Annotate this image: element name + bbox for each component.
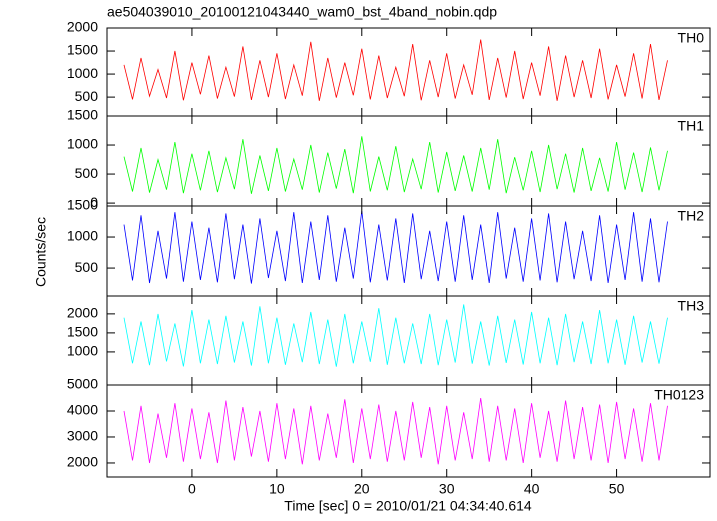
y-tick-label: 500 xyxy=(75,88,99,104)
x-tick-label: 40 xyxy=(524,481,540,497)
panel-label: TH2 xyxy=(678,208,705,224)
y-tick-label: 1500 xyxy=(67,197,98,213)
y-tick-label: 1000 xyxy=(67,228,98,244)
panel-frame xyxy=(106,295,711,386)
y-tick-label: 5000 xyxy=(67,376,98,392)
x-axis-label: Time [sec] 0 = 2010/01/21 04:34:40.614 xyxy=(284,498,532,514)
y-tick-label: 2000 xyxy=(67,454,98,470)
y-tick-label: 0 xyxy=(90,194,98,210)
panel-label: TH1 xyxy=(678,118,705,134)
y-tick-label: 1000 xyxy=(67,65,98,81)
series-line xyxy=(123,397,668,465)
series-line xyxy=(123,210,668,284)
panel-label: TH0 xyxy=(678,30,705,46)
y-tick-label: 3000 xyxy=(67,428,98,444)
y-tick-label: 500 xyxy=(75,165,99,181)
chart-title: ae504039010_20100121043440_wam0_bst_4ban… xyxy=(107,4,497,20)
x-tick-label: 50 xyxy=(609,481,625,497)
y-axis-label: Counts/sec xyxy=(33,217,49,287)
x-tick-label: 0 xyxy=(188,481,196,497)
x-tick-label: 30 xyxy=(439,481,455,497)
y-tick-label: 1000 xyxy=(67,136,98,152)
x-tick-label: 20 xyxy=(354,481,370,497)
y-tick-label: 1500 xyxy=(67,324,98,340)
series-line xyxy=(123,136,668,194)
panel-label: TH3 xyxy=(678,298,705,314)
panel-frame xyxy=(106,384,711,478)
y-tick-label: 2000 xyxy=(67,305,98,321)
y-tick-label: 2000 xyxy=(67,19,98,35)
y-tick-label: 1500 xyxy=(67,42,98,58)
series-line xyxy=(123,304,668,367)
y-tick-label: 1500 xyxy=(67,107,98,123)
y-tick-label: 1000 xyxy=(67,343,98,359)
panel-frame xyxy=(106,115,711,207)
y-tick-label: 500 xyxy=(75,259,99,275)
series-line xyxy=(123,39,668,101)
y-tick-label: 4000 xyxy=(67,402,98,418)
x-tick-label: 10 xyxy=(269,481,285,497)
panel-label: TH0123 xyxy=(654,387,704,403)
